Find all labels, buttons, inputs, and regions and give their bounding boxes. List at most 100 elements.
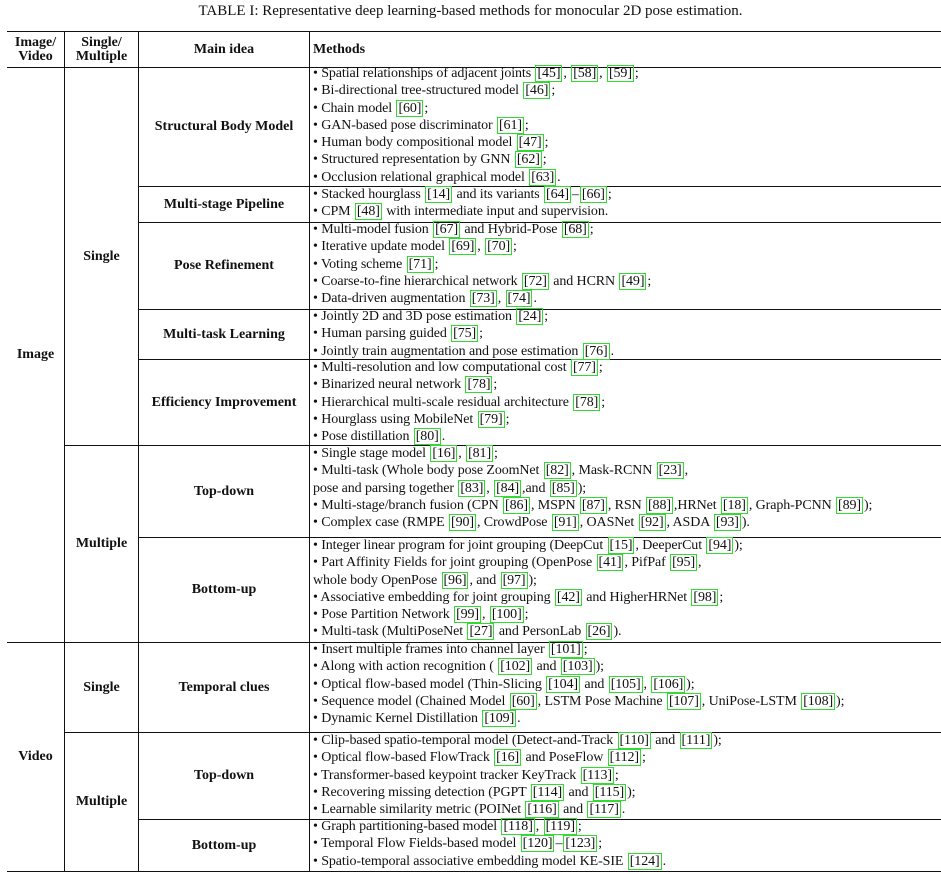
citation-link[interactable]: [89] <box>836 496 863 514</box>
citation-link[interactable]: [45] <box>535 65 563 82</box>
citation-link[interactable]: [78] <box>465 376 493 394</box>
citation-link[interactable]: [62] <box>514 151 542 169</box>
citation-link[interactable]: [110] <box>617 732 651 749</box>
citation-link[interactable]: [104] <box>546 675 580 693</box>
method-text: and <box>565 784 592 800</box>
citation-link[interactable]: [72] <box>521 272 549 290</box>
method-text: , <box>482 607 489 623</box>
citation-link[interactable]: [95] <box>670 554 698 572</box>
citation-link[interactable]: [106] <box>651 675 686 693</box>
method-item: • Human body compositional model [47]; <box>313 134 639 152</box>
citation-link[interactable]: [47] <box>516 134 544 152</box>
citation-link[interactable]: [76] <box>582 342 610 360</box>
citation-link[interactable]: [103] <box>560 658 595 676</box>
methods-multi-task-learning: • Jointly 2D and 3D pose estimation [24]… <box>313 308 614 360</box>
citation-link[interactable]: [64] <box>544 186 571 203</box>
citation-link[interactable]: [87] <box>579 496 607 514</box>
citation-link[interactable]: [46] <box>523 82 551 100</box>
citation-link[interactable]: [102] <box>498 658 533 676</box>
method-text: , UniPose-LSTM <box>701 693 801 709</box>
citation-link[interactable]: [66] <box>579 186 607 203</box>
citation-link[interactable]: [68] <box>561 221 589 238</box>
citation-link[interactable]: [15] <box>607 537 635 554</box>
citation-link[interactable]: [70] <box>485 238 513 256</box>
method-text: ); <box>577 480 587 496</box>
citation-link[interactable]: [109] <box>482 710 517 728</box>
citation-link[interactable]: [26] <box>585 623 613 641</box>
citation-link[interactable]: [48] <box>354 203 382 221</box>
method-item: • Multi-stage/branch fusion (CPN [86], M… <box>313 496 872 514</box>
citation-link[interactable]: [97] <box>500 571 528 589</box>
methods-structural-body-model: • Spatial relationships of adjacent join… <box>313 65 639 186</box>
citation-link[interactable]: [118] <box>501 818 535 835</box>
citation-link[interactable]: [116] <box>525 801 559 819</box>
citation-link[interactable]: [69] <box>449 238 477 256</box>
citation-link[interactable]: [88] <box>645 496 673 514</box>
citation-link[interactable]: [108] <box>801 692 836 710</box>
citation-link[interactable]: [91] <box>551 514 579 532</box>
citation-link[interactable]: [90] <box>449 514 476 532</box>
citation-link[interactable]: [119] <box>543 818 577 835</box>
citation-link[interactable]: [112] <box>607 749 641 767</box>
citation-link[interactable]: [92] <box>638 514 666 532</box>
citation-link[interactable]: [73] <box>469 290 497 308</box>
citation-link[interactable]: [18] <box>720 496 748 514</box>
method-item: • Voting scheme [71]; <box>313 255 651 273</box>
citation-link[interactable]: [63] <box>529 168 557 186</box>
citation-link[interactable]: [94] <box>706 537 734 554</box>
citation-link[interactable]: [23] <box>656 462 684 480</box>
citation-link[interactable]: [101] <box>548 641 583 658</box>
citation-link[interactable]: [115] <box>592 783 627 801</box>
citation-link[interactable]: [49] <box>619 272 647 290</box>
citation-link[interactable]: [80] <box>413 428 441 446</box>
citation-link[interactable]: [67] <box>433 221 461 238</box>
citation-link[interactable]: [27] <box>467 623 495 641</box>
citation-link[interactable]: [59] <box>606 65 634 82</box>
citation-link[interactable]: [41] <box>596 554 624 572</box>
citation-link[interactable]: [93] <box>713 514 741 532</box>
citation-link[interactable]: [82] <box>543 462 571 480</box>
citation-link[interactable]: [107] <box>666 692 701 710</box>
citation-link[interactable]: [100] <box>489 606 524 624</box>
citation-link[interactable]: [77] <box>570 359 598 376</box>
citation-link[interactable]: [16] <box>430 445 458 462</box>
method-text: , <box>684 463 689 479</box>
citation-link[interactable]: [96] <box>441 571 469 589</box>
idea-video-top-down: Top-down <box>193 768 255 783</box>
method-text: • Bi-directional tree-structured model <box>313 83 523 99</box>
citation-link[interactable]: [16] <box>494 749 522 767</box>
citation-link[interactable]: [98] <box>691 588 719 606</box>
citation-link[interactable]: [78] <box>573 393 601 411</box>
citation-link[interactable]: [42] <box>554 588 582 606</box>
citation-link[interactable]: [111] <box>679 732 713 749</box>
citation-link[interactable]: [120] <box>520 835 555 853</box>
citation-link[interactable]: [123] <box>563 835 598 853</box>
citation-link[interactable]: [124] <box>627 852 662 870</box>
citation-link[interactable]: [113] <box>580 766 614 784</box>
citation-link[interactable]: [24] <box>516 308 544 325</box>
citation-link[interactable]: [60] <box>396 99 424 117</box>
citation-link[interactable]: [79] <box>477 410 505 428</box>
method-text: , <box>486 480 494 496</box>
citation-link[interactable]: [81] <box>466 445 494 462</box>
citation-link[interactable]: [114] <box>530 783 565 801</box>
citation-link[interactable]: [14] <box>425 186 453 203</box>
method-text: ; <box>524 607 529 623</box>
citation-link[interactable]: [117] <box>587 801 621 819</box>
citation-link[interactable]: [86] <box>503 496 530 514</box>
citation-link[interactable]: [60] <box>509 692 537 710</box>
rule-col-1 <box>64 31 65 872</box>
citation-link[interactable]: [105] <box>608 675 643 693</box>
citation-link[interactable]: [85] <box>549 479 577 497</box>
group-video: Video <box>18 749 53 764</box>
citation-link[interactable]: [75] <box>451 325 479 343</box>
citation-link[interactable]: [61] <box>496 116 524 134</box>
citation-link[interactable]: [83] <box>458 479 486 497</box>
citation-link[interactable]: [99] <box>454 606 481 624</box>
citation-link[interactable]: [74] <box>505 290 533 308</box>
method-text: • Human parsing guided <box>313 326 451 342</box>
citation-link[interactable]: [84] <box>494 479 522 497</box>
rule-sec-2 <box>138 222 941 223</box>
citation-link[interactable]: [58] <box>571 65 599 82</box>
citation-link[interactable]: [71] <box>406 255 434 273</box>
